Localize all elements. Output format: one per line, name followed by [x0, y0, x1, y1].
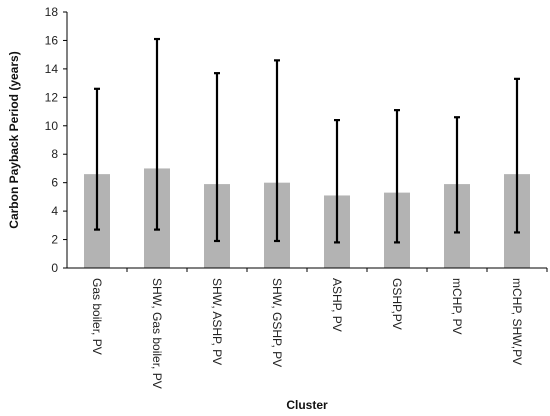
error-bars-group: [94, 37, 520, 244]
x-tick-label: SHW, Gas boiler, PV: [150, 278, 164, 389]
y-tick-label: 14: [45, 62, 59, 76]
x-tick-label: Gas boiler, PV: [90, 278, 104, 355]
y-tick-label: 16: [45, 33, 59, 47]
y-tick-label: 10: [45, 119, 59, 133]
y-tick-label: 6: [51, 176, 58, 190]
y-tick-label: 12: [45, 90, 59, 104]
y-tick-label: 8: [51, 147, 58, 161]
y-axis-title: Carbon Payback Period (years): [7, 51, 21, 228]
x-tick-label: mCHP, PV: [450, 278, 464, 334]
x-tick-label: ASHP, PV: [330, 278, 344, 332]
error-bar: [94, 87, 100, 231]
x-tick-label: SHW, GSHP, PV: [270, 278, 284, 367]
y-tick-label: 18: [45, 5, 59, 19]
y-tick-label: 4: [51, 204, 58, 218]
error-bar: [214, 72, 220, 243]
y-tick-label: 0: [51, 261, 58, 275]
axes-group: [66, 12, 547, 269]
error-bar: [274, 59, 280, 243]
error-bar: [334, 118, 340, 244]
error-bar: [154, 37, 160, 231]
x-tick-label: GSHP,PV: [390, 278, 404, 330]
error-bar: [514, 77, 520, 234]
x-ticks-group: Gas boiler, PV SHW, Gas boiler, PV SHW, AS…: [90, 268, 548, 389]
error-bar: [394, 109, 400, 244]
y-tick-label: 2: [51, 233, 58, 247]
y-ticks-group: 0 2 4 6 8 10 12 14 16 18: [45, 5, 67, 275]
x-tick-label: mCHP, SHW,PV: [510, 278, 524, 365]
bars-group: [84, 168, 530, 268]
x-tick-label: SHW, ASHP, PV: [210, 278, 224, 365]
x-axis-title: Cluster: [286, 398, 328, 412]
error-bar: [454, 116, 460, 234]
